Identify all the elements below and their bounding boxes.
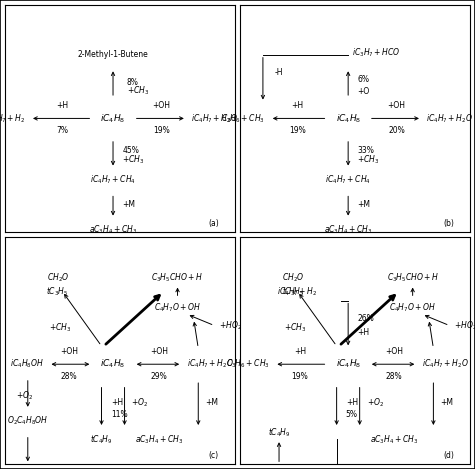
Text: $C_3H_5CHO+H$: $C_3H_5CHO+H$ [387,272,439,284]
Text: $+CH_3$: $+CH_3$ [49,322,72,334]
Text: $iC_4H_8$: $iC_4H_8$ [335,358,361,371]
Text: $aC_3H_4+CH_3$: $aC_3H_4+CH_3$ [370,433,418,446]
Text: $+CH_3$: $+CH_3$ [127,85,149,98]
Text: (d): (d) [443,451,454,460]
Text: $C_4H_7O+OH$: $C_4H_7O+OH$ [154,301,201,314]
Text: $+CH_3$: $+CH_3$ [122,153,145,166]
Text: $CH_2O$: $CH_2O$ [47,272,69,284]
Text: $aC_3H_4+CH_3$: $aC_3H_4+CH_3$ [135,433,183,446]
Text: $iC_4H_7+H_2$: $iC_4H_7+H_2$ [277,285,318,298]
Text: $iC_4H_7 + H_2$: $iC_4H_7 + H_2$ [0,112,26,125]
Text: +OH: +OH [150,347,168,356]
Text: (a): (a) [208,219,219,227]
Text: +M: +M [440,398,453,408]
Text: $iC_4H_7+H_2O$: $iC_4H_7+H_2O$ [187,358,234,371]
Text: $iC_4H_7 + CH_4$: $iC_4H_7 + CH_4$ [325,174,371,186]
Text: $iC_4H_8$: $iC_4H_8$ [100,358,126,371]
Text: 19%: 19% [289,127,306,136]
Text: $tC_3H_5$: $tC_3H_5$ [282,285,304,298]
Text: $iC_4H_7+H_2O$: $iC_4H_7+H_2O$ [427,112,474,125]
Text: $iC_3H_7+HCO$: $iC_3H_7+HCO$ [352,46,400,59]
Text: $iC_4H_8OH$: $iC_4H_8OH$ [10,358,44,371]
Text: 28%: 28% [61,372,77,381]
Text: 5%: 5% [346,410,358,419]
Text: 29%: 29% [151,372,168,381]
Text: 19%: 19% [291,372,308,381]
Text: $tC_4H_9$: $tC_4H_9$ [268,426,290,439]
Text: $+O_2$: $+O_2$ [367,397,384,409]
Text: $+CH_3$: $+CH_3$ [284,322,307,334]
Text: $+HO_2$: $+HO_2$ [454,319,475,332]
Text: +OH: +OH [385,347,403,356]
Text: +M: +M [122,200,135,209]
Text: $iC_4H_7+H_2O$: $iC_4H_7+H_2O$ [422,358,469,371]
Text: +M: +M [205,398,218,408]
Text: $iC_4H_8$: $iC_4H_8$ [100,112,126,125]
Text: (c): (c) [209,451,219,460]
Text: $+O_2$: $+O_2$ [132,397,149,409]
Text: $iC_4H_7+H_2O$: $iC_4H_7+H_2O$ [191,112,238,125]
Text: 19%: 19% [153,127,170,136]
Text: $CH_2O$: $CH_2O$ [282,272,304,284]
Text: $+O_2$: $+O_2$ [16,390,34,402]
Text: $C_3H_6+CH_3$: $C_3H_6+CH_3$ [226,358,270,371]
Text: 8%: 8% [127,77,139,86]
Text: +H: +H [291,101,304,110]
Text: $iC_4H_8$: $iC_4H_8$ [335,112,361,125]
Text: +H: +H [357,328,370,337]
Text: 45%: 45% [122,146,139,155]
Text: 2-Methyl-1-Butene: 2-Methyl-1-Butene [77,50,148,59]
Text: $O_2C_4H_8OH$: $O_2C_4H_8OH$ [7,415,48,427]
Text: 6%: 6% [357,75,370,84]
Text: 28%: 28% [386,372,402,381]
Text: +M: +M [357,200,370,209]
Text: +O: +O [357,87,370,96]
Text: $+HO_2$: $+HO_2$ [219,319,242,332]
Text: $C_3H_6 + CH_3$: $C_3H_6 + CH_3$ [221,112,265,125]
Text: $iC_4H_7 + CH_4$: $iC_4H_7 + CH_4$ [90,174,136,186]
Text: $C_3H_5CHO+H$: $C_3H_5CHO+H$ [152,272,204,284]
Text: $C_4H_7O+OH$: $C_4H_7O+OH$ [389,301,436,314]
Text: 7%: 7% [57,127,68,136]
Text: +OH: +OH [152,101,171,110]
Text: +H: +H [111,398,123,408]
Text: 20%: 20% [388,127,405,136]
Text: +OH: +OH [60,347,78,356]
Text: (b): (b) [443,219,454,227]
Text: $tC_4H_9$: $tC_4H_9$ [90,433,113,446]
Text: $tC_3H_5$: $tC_3H_5$ [47,285,69,298]
Text: $aC_3H_4 + CH_3$: $aC_3H_4 + CH_3$ [89,224,137,236]
Text: -H: -H [275,68,283,77]
Text: $aC_3H_4 + CH_3$: $aC_3H_4 + CH_3$ [324,224,372,236]
Text: 26%: 26% [357,314,374,323]
Text: $+CH_3$: $+CH_3$ [357,153,380,166]
Text: +H: +H [294,347,306,356]
Text: 11%: 11% [111,410,127,419]
Text: +OH: +OH [388,101,406,110]
Text: 33%: 33% [357,146,374,155]
Text: +H: +H [56,101,68,110]
Text: +H: +H [346,398,358,408]
